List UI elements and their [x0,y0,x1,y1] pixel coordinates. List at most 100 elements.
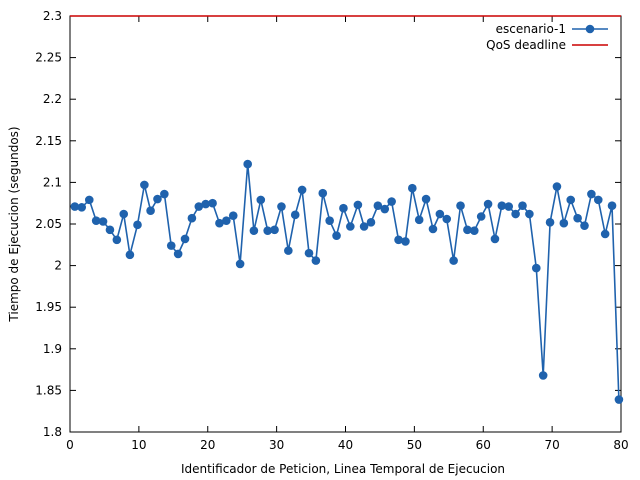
legend-label-qos-deadline: QoS deadline [486,38,566,52]
data-point [504,202,514,211]
data-point [442,214,452,224]
data-point [98,217,108,226]
data-point [421,194,431,204]
data-point [318,188,328,198]
x-tick-label: 0 [66,438,74,452]
data-point [70,202,80,211]
y-tick-label: 2.2 [43,92,62,106]
data-point [243,159,252,169]
data-point [284,246,293,255]
x-tick-label: 70 [544,438,559,452]
data-point [531,263,541,273]
y-tick-label: 2 [54,259,62,273]
y-tick-label: 2.25 [35,51,62,65]
data-point [463,225,472,235]
data-point [607,201,617,210]
data-point [166,241,176,250]
x-tick-label: 50 [407,438,422,452]
data-point [428,224,438,234]
data-point [614,395,624,404]
data-point [339,203,348,213]
data-point [249,226,259,235]
data-point [373,201,383,210]
data-point [304,248,314,258]
legend-marker-escenario-1 [585,24,595,34]
axes: 0 10 20 30 40 50 60 70 80 1.8 1.85 1.9 1.95 2 2.05 2.1 2… [35,9,628,452]
data-point [394,235,403,245]
data-point [380,204,390,214]
data-point [332,231,341,240]
data-point [194,202,204,211]
data-point [290,210,300,220]
plot-frame [69,15,622,433]
data-point [511,209,520,219]
data-point [552,182,562,191]
data-point [559,218,569,228]
data-point [600,229,610,239]
data-point [580,221,589,230]
data-point [346,222,355,231]
data-point [222,216,231,225]
y-tick-label: 2.1 [43,175,62,189]
data-point [449,256,458,265]
data-point [456,201,465,210]
data-point [566,195,576,205]
data-point [297,185,307,195]
data-point [469,226,479,235]
data-point [84,195,94,205]
data-point [140,180,149,190]
x-tick-label: 40 [338,438,353,452]
data-point [263,226,272,235]
data-point [77,203,87,212]
data-point [112,235,122,245]
data-point [593,195,603,205]
data-point [401,237,410,246]
data-point [387,197,396,206]
data-point [153,194,162,204]
data-point [256,195,266,205]
plot-area [70,15,624,404]
data-point [215,218,224,228]
data-point [311,256,321,265]
data-point [125,250,135,260]
data-point [435,209,445,219]
data-point [573,213,582,223]
data-point [270,225,279,235]
data-point [359,222,369,231]
data-point [133,220,142,230]
x-tick-label: 60 [476,438,491,452]
data-point [518,201,527,210]
data-point [235,259,245,269]
data-point [587,189,596,199]
data-point [91,216,101,225]
data-point [525,209,534,219]
y-tick-label: 1.9 [43,342,62,356]
data-point [408,183,417,193]
x-tick-label: 30 [269,438,284,452]
y-tick-label: 2.05 [35,217,62,231]
x-tick-label: 20 [200,438,215,452]
data-point [476,212,486,221]
data-point [173,249,183,259]
y-tick-label: 1.95 [35,300,62,314]
y-axis-label: Tiempo de Ejecucion (segundos) [7,126,21,322]
data-point [366,218,376,227]
data-point [187,213,197,223]
y-tick-label: 1.8 [43,425,62,439]
data-point [160,189,169,199]
data-point [497,201,507,210]
data-point [146,206,155,215]
data-point [545,218,555,227]
x-tick-label: 80 [613,438,628,452]
data-point [538,371,548,380]
x-axis-label: Identificador de Peticion, Linea Tempora… [181,462,505,476]
data-point [180,234,190,244]
legend-label-escenario-1: escenario-1 [496,22,566,36]
data-point [277,202,286,211]
y-tick-label: 2.15 [35,134,62,148]
y-tick-label: 2.3 [43,9,62,23]
data-point [208,198,217,208]
y-tick-label: 1.85 [35,383,62,397]
data-point [228,211,238,220]
